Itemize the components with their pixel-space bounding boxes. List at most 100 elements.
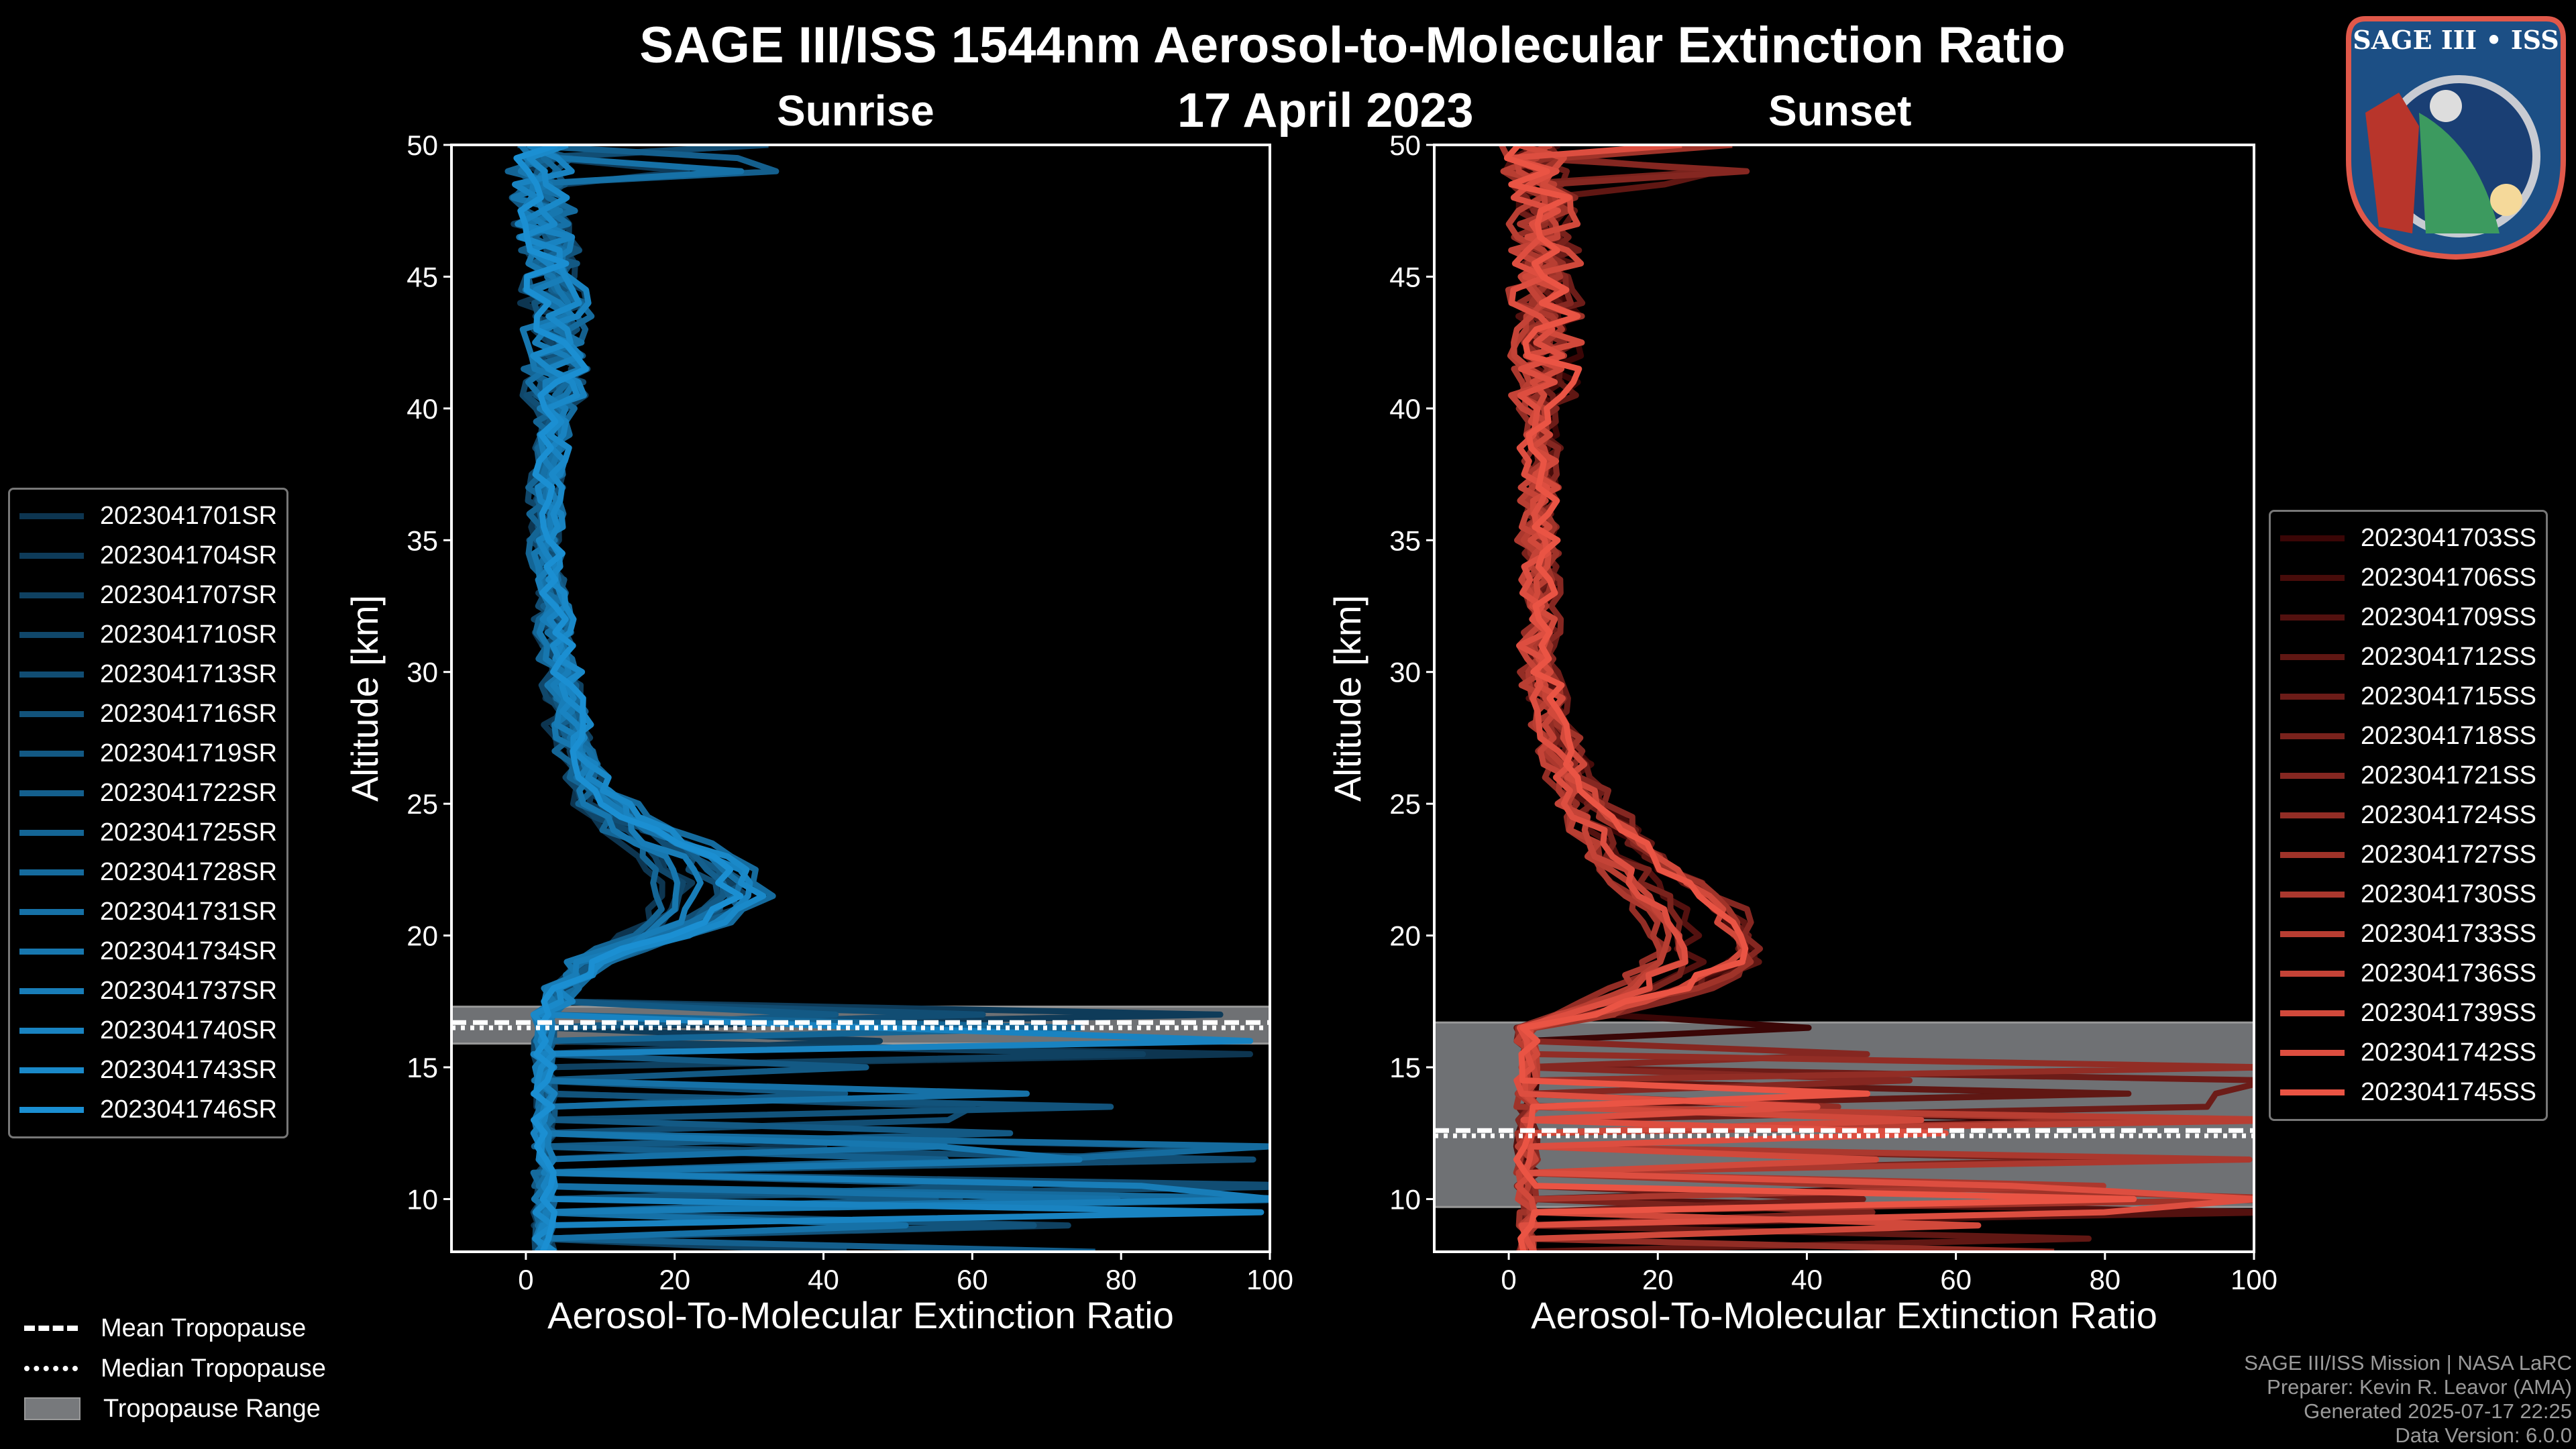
legend-entry: 2023041704SR [19, 536, 277, 576]
x-tick-label: 80 [2089, 1264, 2121, 1295]
line-swatch [2280, 1010, 2345, 1016]
legend-entry: 2023041739SS [2280, 994, 2536, 1033]
y-tick-label: 10 [1389, 1183, 1421, 1215]
footer-mission: SAGE III/ISS Mission | NASA LaRC [2244, 1351, 2572, 1375]
line-swatch [19, 672, 84, 678]
y-tick-label: 15 [1389, 1052, 1421, 1083]
legend-label: 2023041733SS [2361, 920, 2537, 948]
axes-frame [450, 144, 1271, 1253]
profile-2023041746SR [513, 145, 744, 1252]
legend-entry: 2023041743SR [19, 1051, 277, 1090]
x-tick-label: 40 [1791, 1264, 1823, 1295]
legend-entry: 2023041712SS [2280, 637, 2536, 677]
line-swatch [19, 1107, 84, 1113]
footer-credits: SAGE III/ISS Mission | NASA LaRC Prepare… [2244, 1351, 2572, 1448]
legend-entry: 2023041703SS [2280, 519, 2536, 558]
line-swatch [19, 751, 84, 757]
x-tick-label: 20 [1642, 1264, 1674, 1295]
axes-frame [1433, 144, 2255, 1253]
x-tick-label: 0 [1501, 1264, 1516, 1295]
x-tick-label: 60 [1940, 1264, 1972, 1295]
y-tick-label: 15 [407, 1052, 438, 1083]
tropopause-legend: Mean Tropopause Median Tropopause Tropop… [24, 1308, 326, 1429]
legend-entry: 2023041727SS [2280, 835, 2536, 875]
legend-entry: 2023041701SR [19, 496, 277, 536]
legend-label: 2023041728SR [100, 858, 278, 886]
legend-entry: 2023041721SS [2280, 756, 2536, 796]
y-tick-label: 25 [1389, 788, 1421, 820]
sunset-legend: 2023041703SS 2023041706SS 2023041709SS 2023… [2269, 510, 2548, 1121]
line-swatch [2280, 654, 2345, 660]
line-swatch [2280, 773, 2345, 779]
legend-entry: 2023041706SS [2280, 558, 2536, 598]
legend-entry: 2023041707SR [19, 576, 277, 615]
plot-sunrise: 0 20 40 60 80 100 10 15 20 25 30 35 40 45 50 Aerosol-To… [343, 129, 1293, 1336]
legend-tropopause-range: Tropopause Range [24, 1389, 326, 1429]
legend-label: 2023041706SS [2361, 564, 2537, 592]
legend-label: 2023041721SS [2361, 761, 2537, 790]
legend-label: 2023041704SR [100, 541, 278, 570]
line-swatch [2280, 733, 2345, 739]
subtitle-sunset: Sunset [1768, 87, 1912, 135]
line-swatch [2280, 575, 2345, 581]
legend-label: 2023041743SR [100, 1056, 278, 1084]
legend-entry: 2023041745SS [2280, 1073, 2536, 1112]
y-tick-label: 45 [407, 261, 438, 292]
line-swatch [19, 869, 84, 875]
legend-entry: 2023041716SR [19, 694, 277, 734]
legend-entry: 2023041730SS [2280, 875, 2536, 914]
line-swatch [2280, 971, 2345, 977]
profile-lines [504, 145, 1270, 1252]
legend-label: 2023041736SS [2361, 959, 2537, 987]
legend-label: 2023041740SR [100, 1016, 278, 1044]
legend-label: 2023041724SS [2361, 801, 2537, 829]
legend-label: 2023041737SR [100, 977, 278, 1005]
legend-label: 2023041745SS [2361, 1078, 2537, 1106]
legend-label: 2023041709SS [2361, 603, 2537, 631]
legend-median-tropopause: Median Tropopause [24, 1348, 326, 1389]
legend-label: 2023041713SR [100, 660, 278, 688]
y-axis-label: Altitude [km] [1326, 595, 1368, 802]
line-swatch [19, 1067, 84, 1073]
line-swatch [2280, 1050, 2345, 1056]
legend-entry: 2023041722SR [19, 773, 277, 813]
legend-entry: 2023041725SR [19, 813, 277, 853]
chart-title: SAGE III/ISS 1544nm Aerosol-to-Molecular… [639, 17, 2065, 74]
svg-text:SAGE III • ISS: SAGE III • ISS [2353, 25, 2559, 55]
legend-entry: 2023041719SR [19, 734, 277, 773]
footer-version: Data Version: 6.0.0 [2395, 1424, 2572, 1447]
legend-label: 2023041739SS [2361, 999, 2537, 1027]
x-tick-label: 80 [1106, 1264, 1137, 1295]
legend-label: 2023041715SS [2361, 682, 2537, 710]
y-tick-label: 50 [407, 129, 438, 161]
legend-label: 2023041716SR [100, 700, 278, 728]
legend-label: 2023041734SR [100, 937, 278, 965]
y-tick-label: 40 [1389, 393, 1421, 425]
line-swatch [2280, 535, 2345, 541]
x-tick-label: 40 [808, 1264, 839, 1295]
legend-entry: 2023041715SS [2280, 677, 2536, 716]
x-tick-label: 100 [1246, 1264, 1293, 1295]
x-tick-label: 60 [957, 1264, 988, 1295]
footer-generated: Generated 2025-07-17 22:25 [2304, 1399, 2572, 1423]
legend-entry: 2023041710SR [19, 615, 277, 655]
legend-entry: 2023041740SR [19, 1011, 277, 1051]
legend-label: 2023041718SS [2361, 722, 2537, 750]
line-swatch [2280, 812, 2345, 818]
legend-mean-tropopause: Mean Tropopause [24, 1308, 326, 1348]
sunrise-legend: 2023041701SR 2023041704SR 2023041707SR 2023… [8, 488, 289, 1138]
line-swatch [19, 632, 84, 638]
line-swatch [2280, 931, 2345, 937]
subtitle-date: 17 April 2023 [1177, 84, 1474, 138]
line-swatch [19, 1028, 84, 1034]
legend-entry: 2023041709SS [2280, 598, 2536, 637]
profile-2023041745SS [1503, 145, 2137, 1252]
legend-entry: 2023041733SS [2280, 914, 2536, 954]
legend-entry: 2023041724SS [2280, 796, 2536, 835]
legend-label: 2023041703SS [2361, 524, 2537, 552]
y-tick-label: 25 [407, 788, 438, 820]
line-swatch [2280, 892, 2345, 898]
line-swatch [2280, 614, 2345, 621]
line-swatch [19, 711, 84, 717]
